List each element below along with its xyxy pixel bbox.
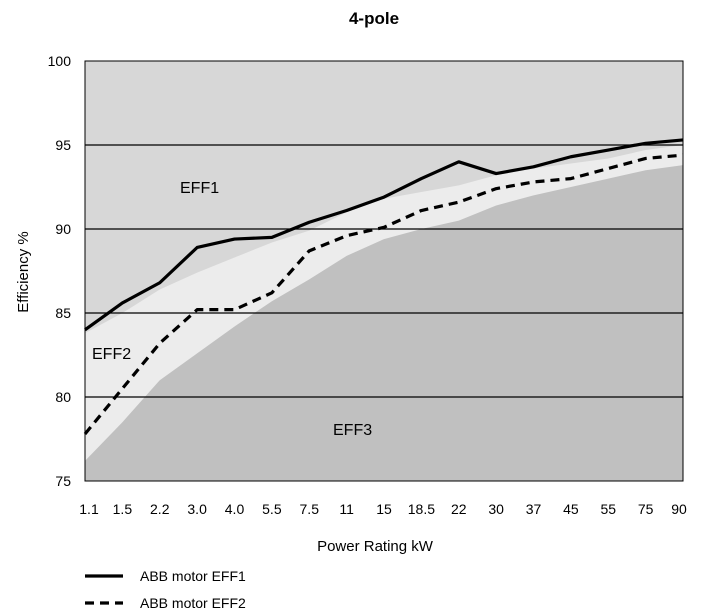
x-tick-label: 15 xyxy=(376,501,392,517)
x-tick-label: 22 xyxy=(451,501,467,517)
region-eff3 xyxy=(85,165,683,481)
x-tick-label: 75 xyxy=(638,501,654,517)
y-axis-label: Efficiency % xyxy=(15,231,32,312)
x-axis-label: Power Rating kW xyxy=(317,538,434,555)
region-labels: EFF1 EFF2 EFF3 xyxy=(92,180,372,439)
x-tick-label: 4.0 xyxy=(225,501,245,517)
y-tick-label: 80 xyxy=(55,389,71,405)
legend-label: ABB motor EFF1 xyxy=(140,568,246,584)
x-tick-label: 3.0 xyxy=(187,501,207,517)
series-line-2 xyxy=(83,153,684,435)
chart-title: 4-pole xyxy=(349,9,399,28)
plot-frame xyxy=(84,60,684,482)
legend-label: ABB motor EFF2 xyxy=(140,595,246,610)
x-tick-label: 18.5 xyxy=(408,501,435,517)
x-tick-label: 7.5 xyxy=(300,501,320,517)
series-lines xyxy=(83,138,684,435)
y-tick-label: 85 xyxy=(55,305,71,321)
x-tick-label: 90 xyxy=(671,501,687,517)
series-line-1 xyxy=(84,138,684,332)
region-label-eff1: EFF1 xyxy=(180,180,219,197)
y-tick-label: 90 xyxy=(55,221,71,237)
x-tick-label: 1.1 xyxy=(79,501,99,517)
legend: ABB motor EFF1 ABB motor EFF2 xyxy=(85,568,246,610)
x-tick-label: 2.2 xyxy=(150,501,170,517)
x-tick-label: 45 xyxy=(563,501,579,517)
x-tick-label: 37 xyxy=(526,501,542,517)
x-tick-label: 1.5 xyxy=(113,501,133,517)
y-tick-label: 95 xyxy=(55,137,71,153)
x-tick-label: 30 xyxy=(488,501,504,517)
y-tick-label: 75 xyxy=(55,473,71,489)
x-tick-label: 55 xyxy=(600,501,616,517)
region-label-eff3: EFF3 xyxy=(333,422,372,439)
region-label-eff2: EFF2 xyxy=(92,346,131,363)
gridlines xyxy=(85,144,683,398)
x-tick-label: 5.5 xyxy=(262,501,282,517)
plot-regions xyxy=(85,61,683,481)
x-tick-labels: 1.1 1.5 2.2 3.0 4.0 5.5 7.5 11 15 18.5 22 30 37 45 55 7… xyxy=(79,501,687,517)
y-tick-labels: 75 80 85 90 95 100 xyxy=(48,53,72,489)
x-tick-label: 11 xyxy=(339,501,354,517)
y-tick-label: 100 xyxy=(48,53,72,69)
